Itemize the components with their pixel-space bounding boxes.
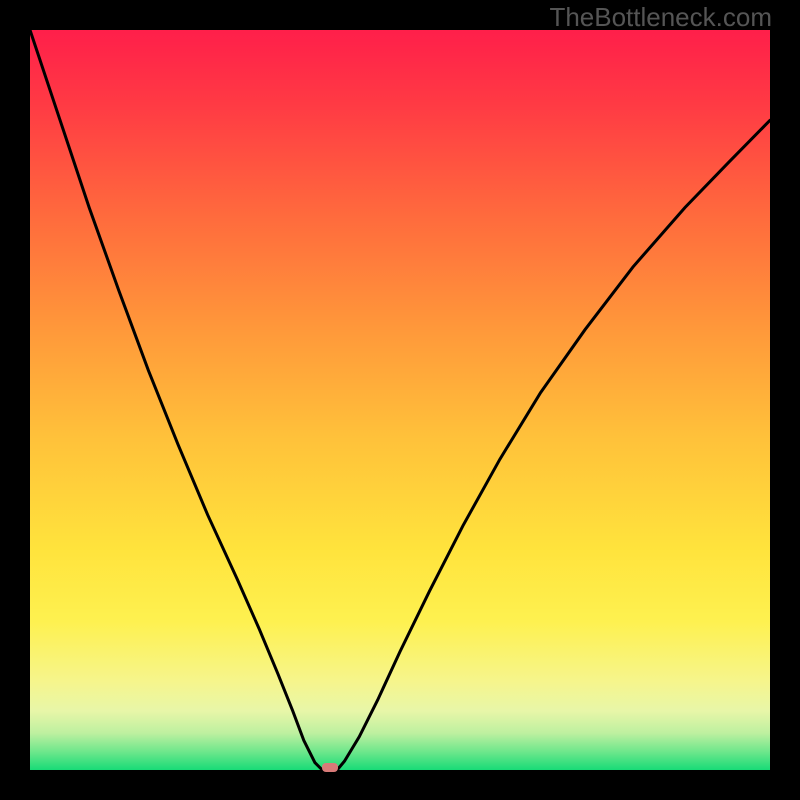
- curve-left-branch: [30, 30, 322, 770]
- chart-frame: TheBottleneck.com: [0, 0, 800, 800]
- bottleneck-curve: [30, 30, 770, 770]
- curve-right-branch: [337, 120, 770, 770]
- watermark-label: TheBottleneck.com: [549, 2, 772, 33]
- plot-area: [30, 30, 770, 770]
- minimum-marker: [322, 763, 338, 772]
